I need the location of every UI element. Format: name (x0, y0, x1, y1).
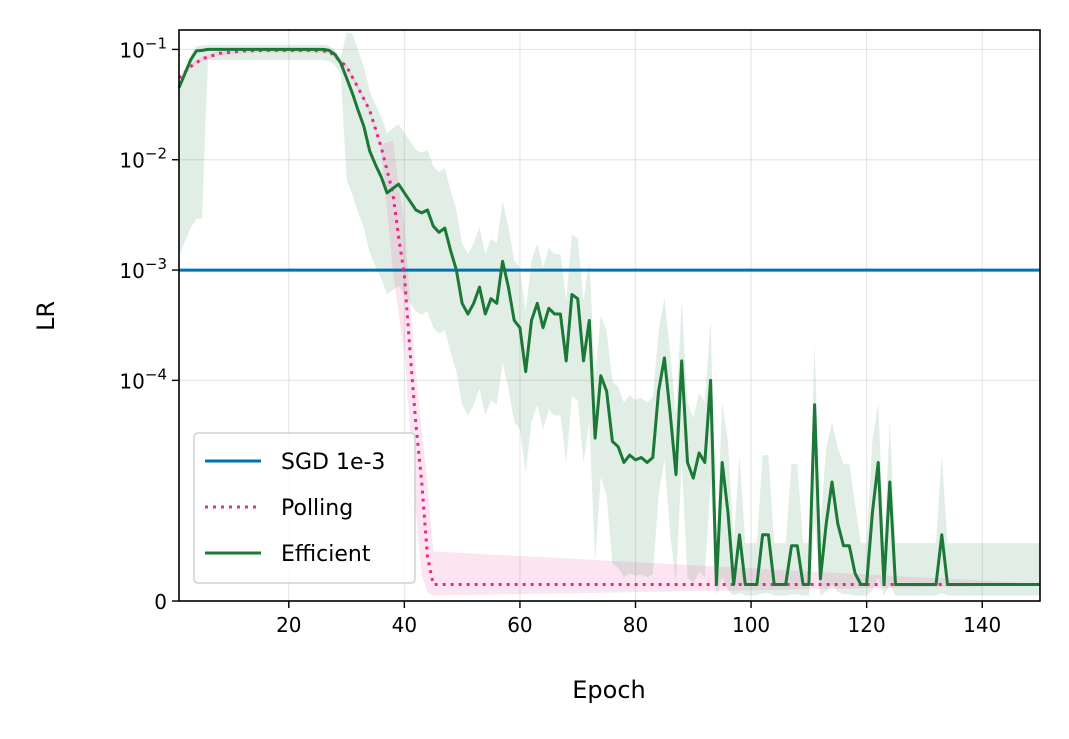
legend-box (193, 432, 416, 584)
polling-band (179, 48, 1040, 596)
y-tick-label: 10−3 (119, 255, 167, 283)
y-tick-label: 10−4 (119, 365, 167, 393)
legend-label-polling: Polling (281, 496, 353, 521)
y-tick-label: 10−2 (119, 145, 167, 173)
x-axis-ticks: 20 40 60 80 100 120 140 (276, 601, 1001, 637)
x-tick-label: 80 (623, 613, 648, 637)
y-tick-label: 0 (154, 590, 167, 614)
x-tick-label: 120 (848, 613, 886, 637)
confidence-bands (179, 32, 1040, 596)
x-tick-label: 60 (507, 613, 532, 637)
x-tick-label: 140 (963, 613, 1001, 637)
efficient-band (179, 32, 1040, 596)
y-axis-ticks: 10−1 10−2 10−3 10−4 0 (119, 34, 179, 614)
plot-frame (178, 29, 1041, 602)
series-line-polling (177, 48, 1040, 586)
legend-label-efficient: Efficient (281, 542, 371, 567)
x-tick-label: 100 (732, 613, 770, 637)
series-lines (177, 47, 1040, 586)
y-axis-title: LR (32, 301, 60, 331)
x-tick-label: 20 (276, 613, 301, 637)
legend-label-sgd: SGD 1e-3 (281, 450, 385, 475)
series-line-efficient (177, 47, 1040, 586)
legend: SGD 1e-3 Polling Efficient (193, 432, 416, 584)
y-tick-label: 10−1 (119, 34, 167, 62)
x-axis-title: Epoch (572, 676, 646, 704)
x-tick-label: 40 (392, 613, 417, 637)
